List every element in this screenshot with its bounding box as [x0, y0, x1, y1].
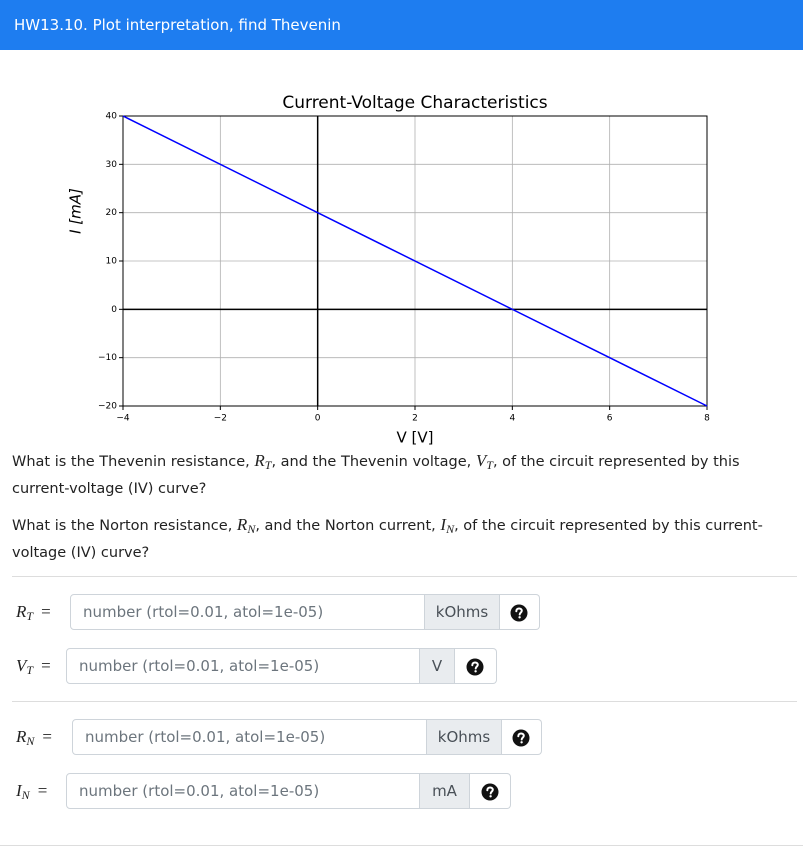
unit-label: kOhms	[425, 594, 500, 630]
help-button[interactable]	[455, 648, 497, 684]
input-label: RN =	[16, 719, 52, 755]
math-var: R	[254, 451, 265, 470]
text: What is the Norton resistance,	[12, 518, 237, 534]
math-var: R	[236, 515, 248, 534]
input-label: IN =	[16, 773, 47, 809]
math-sub: T	[26, 663, 34, 677]
divider	[12, 576, 797, 577]
chart: Current-Voltage Characteristics V [V] I …	[67, 93, 711, 447]
number-input[interactable]: number (rtol=0.01, atol=1e-05)	[66, 773, 420, 809]
line-series	[122, 115, 708, 407]
math-sub: T	[486, 458, 493, 472]
x-tick-label: 0	[315, 414, 321, 424]
y-tick-label: 10	[106, 257, 118, 267]
math-sub: N	[446, 522, 455, 536]
math-sub: T	[264, 458, 272, 472]
input-label: VT =	[16, 648, 51, 684]
x-tick-label: 6	[607, 414, 613, 424]
question-text: What is the Norton resistance, RN, and t…	[12, 513, 787, 565]
math-var: V	[16, 656, 27, 675]
question-text: What is the Thevenin resistance, RT, and…	[12, 449, 787, 501]
number-input[interactable]: number (rtol=0.01, atol=1e-05)	[70, 594, 425, 630]
y-tick-label: 0	[111, 305, 117, 315]
input-label: RT =	[16, 594, 51, 630]
divider	[12, 701, 797, 702]
math-var: I	[440, 515, 447, 534]
input-row: RN = number (rtol=0.01, atol=1e-05) kOhms	[0, 719, 803, 755]
y-tick-label: 20	[106, 208, 118, 218]
text: , and the Norton current,	[255, 518, 441, 534]
input-row: RT = number (rtol=0.01, atol=1e-05) kOhms	[0, 594, 803, 630]
equals: =	[42, 727, 52, 746]
chart-title: Current-Voltage Characteristics	[282, 93, 547, 113]
y-tick-label: −10	[98, 353, 117, 363]
y-tick-label: 40	[106, 112, 118, 122]
y-tick-label: −20	[98, 402, 117, 412]
text: , and the Thevenin voltage,	[271, 454, 476, 470]
input-row: VT = number (rtol=0.01, atol=1e-05) V	[0, 648, 803, 684]
equals: =	[37, 781, 48, 800]
help-button[interactable]	[502, 719, 542, 755]
math-sub: N	[26, 734, 35, 748]
help-button[interactable]	[470, 773, 511, 809]
x-tick-label: 2	[412, 414, 418, 424]
divider	[0, 845, 803, 846]
math-var: R	[16, 727, 27, 746]
math-var: V	[475, 451, 487, 470]
x-axis-label: V [V]	[397, 429, 434, 447]
math-sub: N	[21, 788, 30, 802]
help-icon	[512, 729, 530, 747]
x-tick-label: 8	[704, 414, 710, 424]
y-tick-label: 30	[106, 160, 118, 170]
math-sub: T	[26, 609, 34, 623]
equals: =	[41, 656, 51, 675]
x-tick-label: 4	[509, 414, 515, 424]
unit-label: kOhms	[427, 719, 502, 755]
text: What is the Thevenin resistance,	[12, 454, 255, 470]
math-var: I	[16, 781, 22, 800]
y-axis-label: I [mA]	[67, 188, 85, 234]
text: , of the circuit represented by this cur…	[12, 454, 740, 497]
plot-frame	[122, 115, 708, 407]
help-icon	[481, 783, 498, 801]
help-icon	[466, 658, 484, 676]
math-sub: N	[247, 522, 256, 536]
help-button[interactable]	[500, 594, 540, 630]
header-title: HW13.10. Plot interpretation, find Theve…	[0, 0, 803, 50]
number-input[interactable]: number (rtol=0.01, atol=1e-05)	[72, 719, 427, 755]
number-input[interactable]: number (rtol=0.01, atol=1e-05)	[66, 648, 420, 684]
unit-label: V	[420, 648, 455, 684]
math-var: R	[16, 602, 27, 621]
x-tick-label: −2	[214, 414, 227, 424]
unit-label: mA	[420, 773, 470, 809]
text: , of the circuit represented by this cur…	[12, 518, 763, 561]
input-row: IN = number (rtol=0.01, atol=1e-05) mA	[0, 773, 803, 809]
help-icon	[510, 604, 528, 622]
x-tick-label: −4	[116, 414, 130, 424]
equals: =	[41, 602, 51, 621]
